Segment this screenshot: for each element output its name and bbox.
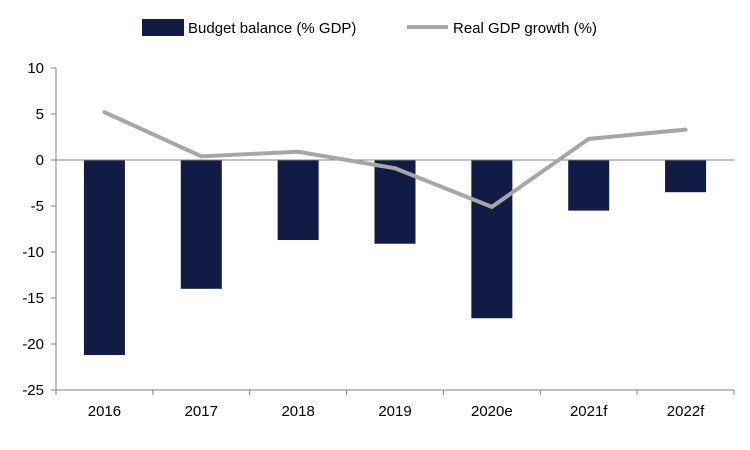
y-tick-label: 10 [27, 60, 44, 77]
y-tick-label: -10 [22, 244, 44, 261]
x-tick-label: 2021f [570, 403, 608, 420]
legend-label-budget-balance: Budget balance (% GDP) [188, 20, 356, 37]
y-tick-label: 5 [36, 106, 44, 123]
x-tick-label: 2017 [185, 403, 218, 420]
point-real-gdp-growth-2022f [683, 127, 688, 132]
bar-series-budget-balance [83, 160, 707, 356]
point-real-gdp-growth-2016 [102, 110, 107, 115]
point-real-gdp-growth-2020e [489, 204, 494, 209]
y-tick-label: 0 [36, 152, 44, 169]
y-tick-label: -5 [31, 198, 44, 215]
x-tick-label: 2019 [378, 403, 411, 420]
point-real-gdp-growth-2019 [393, 166, 397, 171]
bar-budget-balance-2021f [568, 160, 610, 211]
legend: Budget balance (% GDP) Real GDP growth (… [142, 19, 597, 37]
bar-budget-balance-2020e [471, 160, 513, 319]
bar-budget-balance-2016 [83, 160, 125, 356]
x-tick-label: 2022f [667, 403, 705, 420]
bar-budget-balance-2017 [180, 160, 222, 289]
y-tick-label: -20 [22, 336, 44, 353]
bar-budget-balance-2018 [277, 160, 319, 241]
line-series-real-gdp-growth [102, 110, 688, 209]
point-real-gdp-growth-2018 [296, 149, 301, 154]
y-axis: 10 5 0 -5 -10 -15 -20 -25 [22, 60, 57, 399]
point-real-gdp-growth-2017 [199, 154, 204, 159]
legend-label-real-gdp-growth: Real GDP growth (%) [453, 20, 597, 37]
point-real-gdp-growth-2021f [586, 136, 591, 141]
bar-budget-balance-2022f [665, 160, 707, 193]
x-tick-label: 2018 [281, 403, 314, 420]
x-tick-label: 2020e [471, 403, 513, 420]
x-axis: 2016 2017 2018 2019 2020e 2021f 2022f [55, 389, 735, 420]
x-tick-label: 2016 [88, 403, 121, 420]
y-tick-label: -25 [22, 382, 44, 399]
legend-swatch-budget-balance [142, 19, 184, 36]
y-tick-label: -15 [22, 290, 44, 307]
